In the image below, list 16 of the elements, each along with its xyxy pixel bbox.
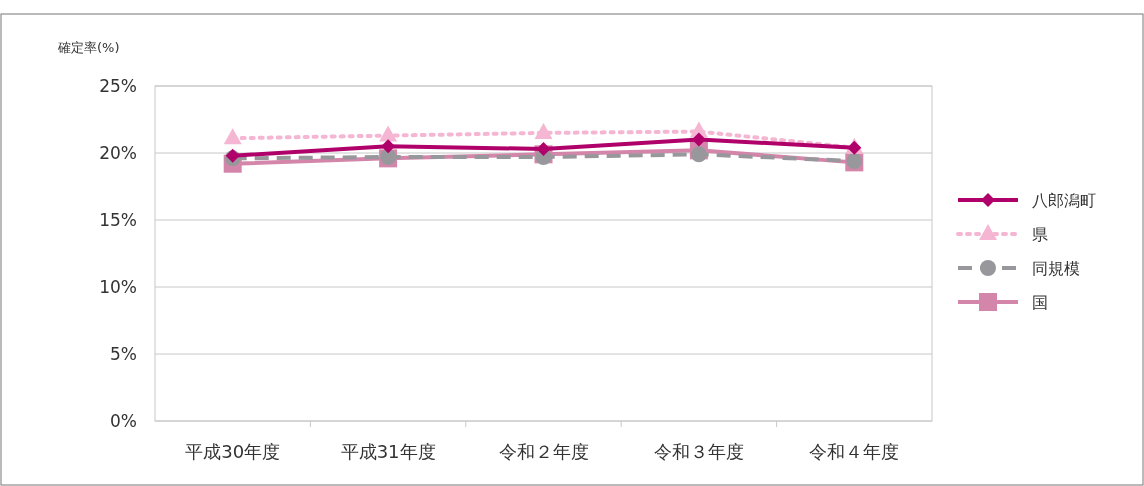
y-tick-label: 5%: [110, 344, 137, 364]
y-tick-label: 15%: [99, 210, 137, 230]
legend-label: 八郎潟町: [1032, 191, 1096, 210]
x-tick-label: 平成30年度: [185, 441, 281, 462]
y-tick-label: 0%: [110, 411, 137, 431]
x-tick-label: 令和４年度: [809, 441, 900, 462]
legend-label: 同規模: [1032, 259, 1080, 278]
y-tick-label: 20%: [99, 143, 137, 163]
x-tick-label: 令和３年度: [653, 441, 744, 462]
x-tick-label: 平成31年度: [340, 441, 436, 462]
y-axis-title: 確定率(%): [57, 40, 120, 55]
x-tick-label: 令和２年度: [498, 441, 589, 462]
y-tick-label: 25%: [99, 76, 137, 96]
y-tick-label: 10%: [99, 277, 137, 297]
legend-label: 県: [1032, 225, 1048, 244]
legend-label: 国: [1032, 293, 1048, 312]
